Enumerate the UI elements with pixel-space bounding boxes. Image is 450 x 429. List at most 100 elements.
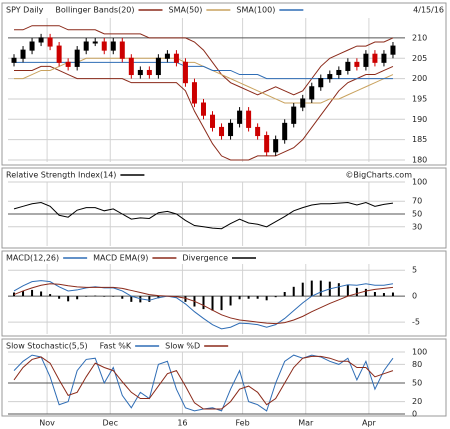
y-tick-label: -5 <box>412 318 420 327</box>
x-tick-label: Nov <box>39 419 55 428</box>
candle-body <box>228 122 234 137</box>
candle-body <box>200 102 206 116</box>
histogram-bar <box>301 282 304 297</box>
y-tick-label: 195 <box>412 94 427 103</box>
candle-body <box>29 41 35 51</box>
y-tick-label: 205 <box>412 54 427 63</box>
candle-body <box>372 53 378 63</box>
candle-body <box>155 57 161 76</box>
histogram-bar <box>310 280 313 297</box>
panel <box>1 2 447 166</box>
histogram-bar <box>265 296 268 301</box>
legend-label: Slow Stochastic(5,5) <box>6 342 88 351</box>
legend-label: SMA(50) <box>169 6 203 15</box>
series-line <box>13 355 394 410</box>
histogram-bar <box>319 280 322 297</box>
y-tick-label: 185 <box>412 135 427 144</box>
panel <box>1 250 447 337</box>
histogram-bar <box>247 296 250 299</box>
y-tick-label: 50 <box>412 210 422 219</box>
histogram-bar <box>229 296 232 306</box>
histogram-bar <box>382 293 385 297</box>
candle-body <box>47 37 53 47</box>
series-line <box>13 283 394 325</box>
candle-body <box>164 53 170 59</box>
series-line <box>14 65 394 161</box>
source-label: ©BigCharts.com <box>345 171 412 180</box>
histogram-bar <box>103 296 106 297</box>
candle-body <box>191 82 197 104</box>
candle-body <box>173 53 179 63</box>
series-line <box>13 280 394 330</box>
histogram-bar <box>67 296 70 302</box>
histogram-bar <box>58 296 61 299</box>
y-tick-label: 0 <box>412 410 417 419</box>
histogram-bar <box>94 295 97 297</box>
candle-body <box>309 86 315 100</box>
candle-body <box>146 69 152 76</box>
legend-label: SPY Daily <box>6 6 44 15</box>
histogram-bar <box>76 296 79 300</box>
legend-label: Relative Strength Index(14) <box>6 171 116 180</box>
candle-body <box>11 57 17 63</box>
candle-body <box>273 139 279 153</box>
y-tick-label: 30 <box>412 222 422 231</box>
candle-body <box>336 69 342 76</box>
y-tick-label: 50 <box>412 379 422 388</box>
legend-label: Divergence <box>182 254 228 263</box>
candle-body <box>83 41 89 51</box>
histogram-bar <box>157 296 160 299</box>
legend-label: Fast %K <box>100 342 132 351</box>
candle-body <box>282 122 288 141</box>
x-tick-label: Feb <box>236 419 250 428</box>
histogram-bar <box>184 296 187 302</box>
candle-body <box>137 69 143 76</box>
legend-label: Slow %D <box>165 342 200 351</box>
candle-body <box>291 106 297 124</box>
candle-body <box>65 61 71 67</box>
histogram-bar <box>31 289 34 297</box>
y-tick-label: 210 <box>412 33 427 42</box>
candle-body <box>354 61 360 67</box>
histogram-bar <box>364 288 367 297</box>
series-line <box>13 201 394 230</box>
candle-body <box>92 41 98 44</box>
candle-body <box>345 61 351 71</box>
candle-body <box>38 37 44 43</box>
candle-body <box>56 45 62 63</box>
candle-body <box>74 49 80 67</box>
x-tick-label: Dec <box>103 419 118 428</box>
candle-body <box>119 41 125 59</box>
legend-label: MACD EMA(9) <box>93 254 148 263</box>
series-line <box>14 25 394 96</box>
panel <box>1 167 447 249</box>
candle-body <box>128 57 134 76</box>
candle-body <box>300 98 306 108</box>
candle-body <box>237 110 243 124</box>
histogram-bar <box>22 290 25 297</box>
x-tick-label: Mar <box>298 419 314 428</box>
candle-body <box>182 61 188 84</box>
histogram-bar <box>112 296 115 297</box>
histogram-bar <box>148 296 151 302</box>
y-tick-label: 0 <box>412 292 417 301</box>
candle-body <box>390 45 396 55</box>
histogram-bar <box>121 296 124 299</box>
candle-body <box>110 41 116 51</box>
y-tick-label: 200 <box>412 74 427 83</box>
candle-body <box>101 41 107 51</box>
histogram-bar <box>274 296 277 298</box>
candle-body <box>219 126 225 137</box>
histogram-bar <box>211 296 214 311</box>
histogram-bar <box>40 291 43 297</box>
histogram-bar <box>391 292 394 297</box>
histogram-bar <box>85 296 88 297</box>
histogram-bar <box>220 296 223 311</box>
legend-label: SMA(100) <box>236 6 275 15</box>
histogram-bar <box>292 286 295 297</box>
histogram-bar <box>337 283 340 297</box>
y-tick-label: 100 <box>412 178 427 187</box>
candle-body <box>210 114 216 128</box>
